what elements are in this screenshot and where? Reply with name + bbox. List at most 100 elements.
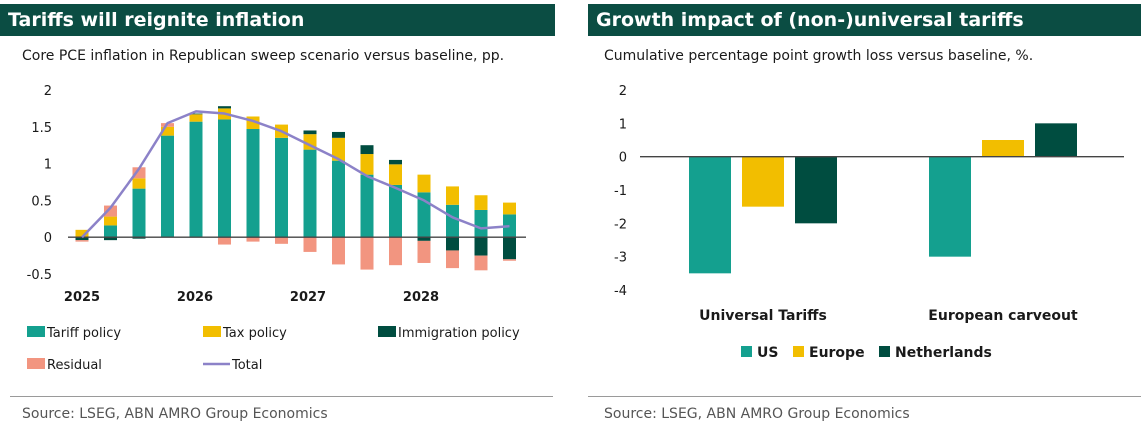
- y-tick-label: 1.5: [31, 121, 52, 136]
- legend-swatch: [27, 326, 45, 337]
- bar-us: [929, 156, 971, 257]
- legend-swatch: [741, 346, 752, 357]
- bar-residual: [446, 250, 459, 269]
- bar-tax-policy: [474, 195, 488, 210]
- bar-immigration-policy: [417, 237, 431, 241]
- legend-swatch: [793, 346, 804, 357]
- legend-label: Tax policy: [222, 326, 287, 341]
- legend-label: Europe: [809, 345, 865, 361]
- bar-immigration-policy: [503, 237, 516, 260]
- bar-immigration-policy: [332, 131, 345, 138]
- y-tick-label: -0.5: [27, 268, 52, 283]
- bar-tax-policy: [75, 229, 89, 238]
- x-tick-label: 2027: [290, 290, 326, 305]
- bar-residual: [75, 240, 89, 242]
- legend-label: US: [757, 345, 778, 361]
- bar-immigration-policy: [360, 145, 374, 155]
- left-chart-plot: 2 1.5 1 0.5 0 -0.5 2025 2026 2027 2028 Tariff poli…: [27, 84, 526, 373]
- bar-immigration-policy: [104, 237, 117, 241]
- legend-label: Tariff policy: [46, 326, 121, 341]
- right-chart-subtitle: Cumulative percentage point growth loss …: [604, 48, 1034, 64]
- bar-tariff-policy: [446, 204, 459, 238]
- legend-label: Total: [231, 358, 262, 373]
- left-chart-panel: Tariffs will reignite inflation Core PCE…: [0, 0, 555, 427]
- legend-label: Netherlands: [895, 345, 992, 361]
- bar-residual: [417, 240, 431, 263]
- x-tick-label: 2026: [177, 290, 213, 305]
- bar-immigration-policy: [474, 237, 488, 256]
- legend-swatch: [27, 358, 45, 369]
- bar-immigration-policy: [303, 130, 317, 135]
- y-tick-label: 0: [44, 231, 52, 246]
- bar-tax-policy: [446, 186, 459, 205]
- legend-swatch: [203, 326, 221, 337]
- x-tick-label: 2025: [64, 290, 100, 305]
- bar-tariff-policy: [389, 184, 402, 238]
- bar-immigration-policy: [189, 113, 203, 115]
- bar-tax-policy: [332, 137, 345, 161]
- x-tick-label: 2028: [403, 290, 439, 305]
- bar-residual: [275, 237, 288, 244]
- right-divider: [588, 396, 1141, 397]
- bar-netherlands: [1035, 123, 1077, 157]
- bar-tax-policy: [104, 216, 117, 226]
- bar-tariff-policy: [332, 160, 345, 238]
- y-tick-label: 0: [619, 151, 627, 166]
- bar-residual: [246, 237, 260, 242]
- legend-swatch: [378, 326, 396, 337]
- bar-residual: [474, 255, 488, 271]
- bar-tariff-policy: [474, 209, 488, 238]
- left-divider: [10, 396, 553, 397]
- bar-immigration-policy: [446, 237, 459, 251]
- y-tick-label: -3: [614, 251, 627, 266]
- bar-residual: [332, 237, 345, 265]
- bar-residual: [303, 237, 317, 252]
- bar-tariff-policy: [503, 214, 516, 238]
- left-chart-title: Tariffs will reignite inflation: [0, 4, 555, 36]
- bar-europe: [742, 156, 784, 207]
- bar-tariff-policy: [275, 137, 288, 238]
- bar-tariff-policy: [104, 225, 117, 238]
- right-chart-title: Growth impact of (non-)universal tariffs: [588, 4, 1141, 36]
- bar-europe: [982, 140, 1024, 157]
- bar-tariff-policy: [132, 188, 146, 238]
- bar-tax-policy: [132, 178, 146, 189]
- bar-tariff-policy: [303, 149, 317, 238]
- y-tick-label: -1: [614, 184, 627, 199]
- bar-immigration-policy: [389, 159, 402, 165]
- bar-tariff-policy: [360, 174, 374, 238]
- right-chart-panel: Growth impact of (non-)universal tariffs…: [588, 0, 1141, 427]
- bar-tariff-policy: [246, 129, 260, 238]
- total-line: [81, 110, 510, 239]
- bar-tariff-policy: [189, 121, 203, 238]
- legend-label: Immigration policy: [398, 326, 520, 341]
- legend-swatch: [879, 346, 890, 357]
- bar-tariff-policy: [218, 119, 231, 238]
- y-tick-label: 1: [619, 117, 627, 132]
- bar-residual: [360, 237, 374, 270]
- bar-tax-policy: [503, 202, 516, 215]
- y-tick-label: 0.5: [31, 194, 52, 209]
- right-source-note: Source: LSEG, ABN AMRO Group Economics: [604, 406, 910, 422]
- y-tick-label: 2: [44, 84, 52, 99]
- bar-tax-policy: [360, 154, 374, 175]
- legend-label: Residual: [47, 358, 102, 373]
- y-tick-label: -2: [614, 217, 627, 232]
- bar-tariff-policy: [161, 135, 174, 238]
- bar-immigration-policy: [75, 237, 89, 241]
- bar-residual: [104, 205, 117, 217]
- left-chart-subtitle: Core PCE inflation in Republican sweep s…: [22, 48, 505, 64]
- bar-residual: [132, 167, 146, 179]
- right-chart-plot: 2 1 0 -1 -2 -3 -4 Universal Tariffs European car…: [614, 84, 1124, 361]
- y-tick-label: 2: [619, 84, 627, 99]
- y-tick-label: 1: [44, 158, 52, 173]
- bar-tax-policy: [389, 164, 402, 185]
- bar-us: [689, 156, 731, 274]
- bar-residual: [503, 259, 516, 261]
- x-category-label: Universal Tariffs: [699, 308, 827, 324]
- x-category-label: European carveout: [928, 308, 1078, 324]
- bar-residual: [389, 237, 402, 266]
- bar-tax-policy: [161, 126, 174, 136]
- y-tick-label: -4: [614, 284, 627, 299]
- bar-immigration-policy: [132, 237, 146, 239]
